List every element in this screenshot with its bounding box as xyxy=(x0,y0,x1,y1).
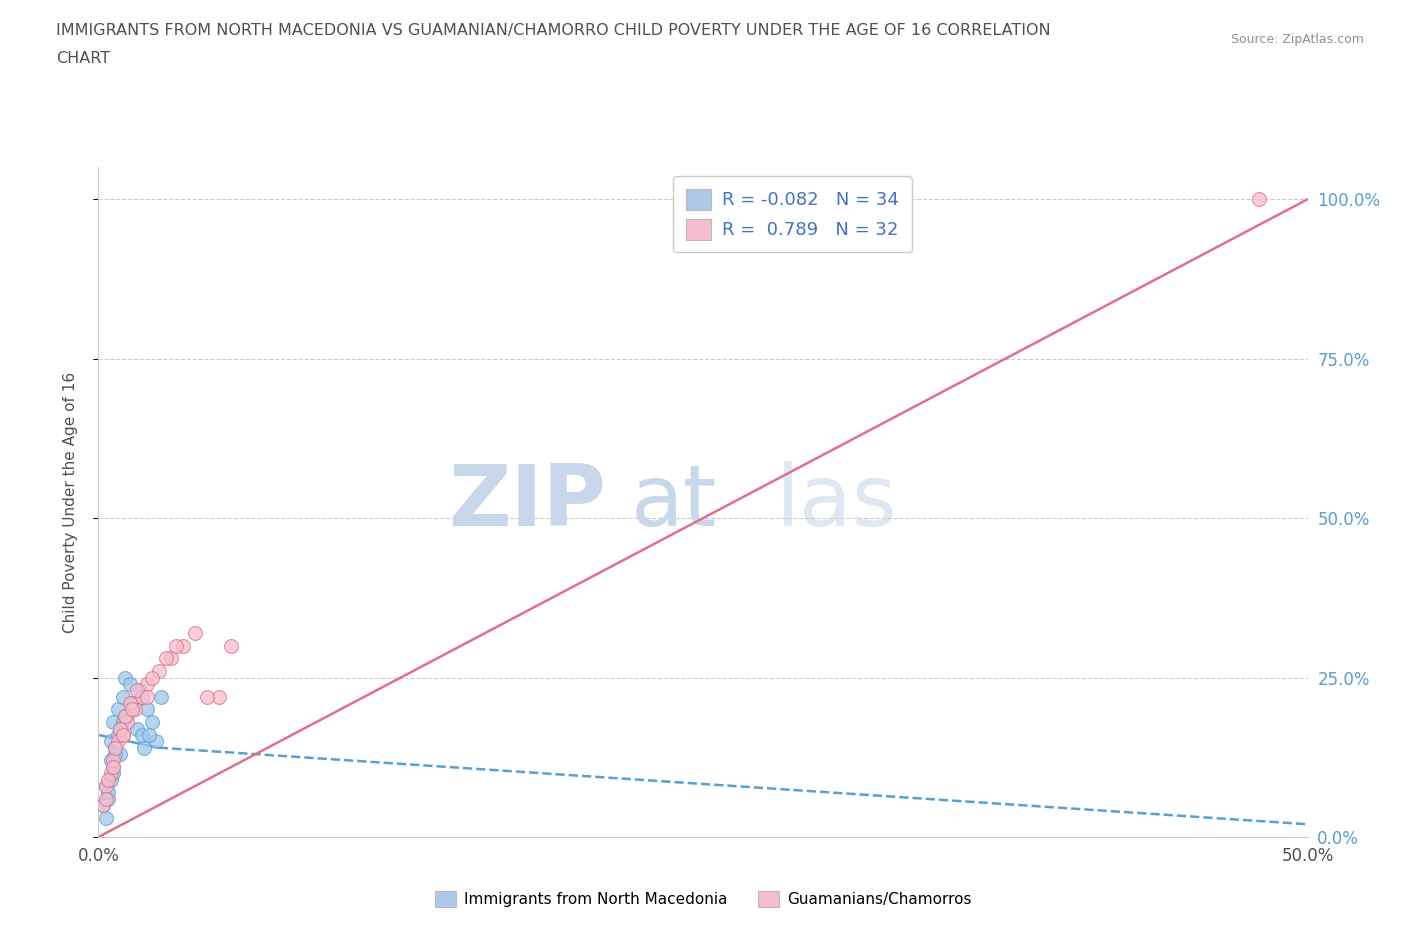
Legend: Immigrants from North Macedonia, Guamanians/Chamorros: Immigrants from North Macedonia, Guamani… xyxy=(429,884,977,913)
Point xyxy=(128,683,150,698)
Point xyxy=(114,709,136,724)
Text: las: las xyxy=(776,460,897,544)
Point xyxy=(104,740,127,755)
Point xyxy=(94,791,117,806)
Point xyxy=(111,715,134,730)
Point xyxy=(100,753,122,768)
Point xyxy=(107,702,129,717)
Point xyxy=(108,721,131,736)
Point xyxy=(141,671,163,685)
Text: ZIP: ZIP xyxy=(449,460,606,544)
Point xyxy=(121,696,143,711)
Legend: R = -0.082   N = 34, R =  0.789   N = 32: R = -0.082 N = 34, R = 0.789 N = 32 xyxy=(673,177,911,252)
Point xyxy=(101,765,124,780)
Point xyxy=(108,747,131,762)
Point xyxy=(135,676,157,691)
Point xyxy=(101,715,124,730)
Point xyxy=(155,651,177,666)
Point xyxy=(134,740,156,755)
Point xyxy=(172,638,194,653)
Point xyxy=(135,702,157,717)
Point xyxy=(100,772,122,787)
Text: CHART: CHART xyxy=(56,51,110,66)
Point xyxy=(141,715,163,730)
Text: IMMIGRANTS FROM NORTH MACEDONIA VS GUAMANIAN/CHAMORRO CHILD POVERTY UNDER THE AG: IMMIGRANTS FROM NORTH MACEDONIA VS GUAMA… xyxy=(56,23,1050,38)
Point xyxy=(94,810,117,825)
Point xyxy=(117,715,139,730)
Point xyxy=(104,740,127,755)
Point xyxy=(121,702,143,717)
Point xyxy=(100,765,122,780)
Point xyxy=(91,798,114,813)
Point xyxy=(91,798,114,813)
Point xyxy=(97,785,120,800)
Point xyxy=(160,651,183,666)
Point xyxy=(131,727,153,742)
Y-axis label: Child Poverty Under the Age of 16: Child Poverty Under the Age of 16 xyxy=(63,372,77,632)
Point xyxy=(165,638,187,653)
Point xyxy=(97,772,120,787)
Point xyxy=(108,721,131,736)
Point xyxy=(111,727,134,742)
Point xyxy=(138,727,160,742)
Point xyxy=(148,664,170,679)
Point xyxy=(111,689,134,704)
Point xyxy=(135,689,157,704)
Point xyxy=(101,760,124,775)
Point xyxy=(118,676,141,691)
Point xyxy=(114,709,136,724)
Point xyxy=(117,709,139,724)
Point xyxy=(145,734,167,749)
Point xyxy=(97,791,120,806)
Point xyxy=(124,702,146,717)
Point xyxy=(184,626,207,641)
Point xyxy=(100,734,122,749)
Point xyxy=(107,734,129,749)
Point xyxy=(118,696,141,711)
Point xyxy=(131,689,153,704)
Point xyxy=(195,689,218,704)
Point xyxy=(127,683,149,698)
Point xyxy=(114,671,136,685)
Point xyxy=(107,727,129,742)
Point xyxy=(1249,192,1271,206)
Text: Source: ZipAtlas.com: Source: ZipAtlas.com xyxy=(1230,33,1364,46)
Point xyxy=(111,727,134,742)
Point xyxy=(127,721,149,736)
Point xyxy=(124,696,146,711)
Point xyxy=(94,778,117,793)
Point xyxy=(221,638,243,653)
Point xyxy=(104,747,127,762)
Point xyxy=(94,778,117,793)
Point xyxy=(208,689,231,704)
Point xyxy=(101,760,124,775)
Point xyxy=(101,753,124,768)
Text: at: at xyxy=(630,460,717,544)
Point xyxy=(150,689,173,704)
